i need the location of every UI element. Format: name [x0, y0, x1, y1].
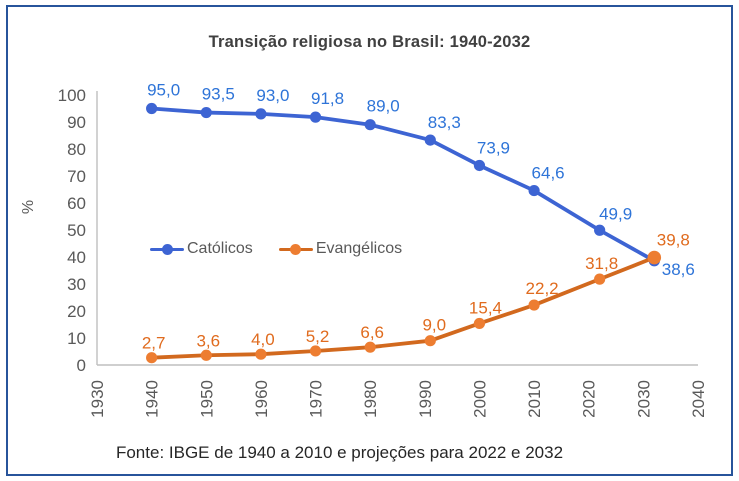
x-tick-label: 1990: [416, 380, 435, 418]
x-tick-label: 1950: [197, 380, 216, 418]
x-tick-label: 2040: [689, 380, 708, 418]
series-0-marker-1: [200, 106, 212, 119]
series-1-marker-1: [200, 349, 212, 361]
series-1-marker-6: [473, 317, 486, 330]
series-1-data-label-2: 4,0: [251, 330, 275, 349]
legend-item-catolicos: Católicos: [150, 240, 253, 258]
series-0-data-label-9: 38,6: [662, 260, 695, 279]
y-tick-label: 90: [67, 113, 86, 132]
series-0-marker-7: [528, 184, 540, 197]
series-0-marker-8: [594, 224, 606, 236]
y-tick-label: 80: [67, 140, 86, 159]
series-1-marker-7: [528, 299, 540, 311]
legend-item-evangelicos: Evangélicos: [278, 240, 403, 258]
series-1-data-label-1: 3,6: [196, 331, 220, 350]
series-0-data-label-0: 95,0: [147, 81, 180, 100]
legend-marker-catolicos-icon: [150, 243, 184, 255]
y-tick-label: 60: [67, 194, 86, 213]
series-0-marker-3: [309, 111, 322, 123]
y-tick-label: 30: [67, 275, 86, 294]
series-0-data-label-8: 49,9: [599, 204, 632, 223]
series-1-marker-2: [255, 348, 267, 360]
series-line-0: [149, 106, 657, 263]
series-line-1: [149, 255, 657, 360]
x-tick-label: 2010: [525, 380, 544, 418]
y-tick-label: 0: [77, 356, 86, 375]
y-tick-label: 50: [67, 221, 86, 240]
series-1-data-label-4: 6,6: [360, 323, 384, 342]
legend-label-evangelicos: Evangélicos: [315, 240, 403, 257]
series-1-marker-0: [146, 352, 158, 364]
y-tick-label: 100: [58, 86, 86, 105]
series-0-data-label-2: 93,0: [256, 86, 289, 105]
series-0-data-label-6: 73,9: [477, 138, 510, 157]
x-tick-label: 2020: [580, 380, 599, 418]
y-axis-title: %: [20, 199, 38, 215]
y-tick-label: 20: [67, 302, 86, 321]
legend-label-catolicos: Católicos: [187, 240, 253, 257]
series-1-marker-8: [594, 273, 606, 285]
series-1-marker-5: [424, 335, 436, 347]
series-0-marker-0: [146, 102, 158, 115]
x-tick-label: 1960: [252, 380, 271, 418]
x-tick-label: 1930: [88, 380, 107, 418]
series-1-marker-4: [364, 341, 376, 353]
series-1-data-label-9: 39,8: [657, 231, 690, 250]
x-tick-label: 1980: [361, 380, 380, 418]
series-1-data-label-0: 2,7: [142, 334, 166, 353]
x-tick-label: 1940: [143, 380, 162, 418]
series-0-data-label-5: 83,3: [428, 113, 461, 132]
x-tick-label: 2030: [634, 380, 653, 418]
series-0-data-label-1: 93,5: [202, 85, 235, 104]
series-0-marker-5: [424, 134, 436, 146]
series-1-marker-3: [309, 345, 322, 357]
y-tick-label: 70: [67, 167, 86, 186]
source-note: Fonte: IBGE de 1940 a 2010 e projeções p…: [115, 443, 564, 462]
series-0-data-label-7: 64,6: [532, 164, 565, 183]
y-tick-label: 40: [67, 248, 86, 267]
y-tick-label: 10: [67, 329, 86, 348]
legend-marker-evangelicos-icon: [278, 243, 313, 255]
series-0-marker-4: [364, 119, 376, 131]
series-1-marker-9: [647, 250, 662, 265]
chart-legend: Católicos Evangélicos: [150, 240, 402, 258]
series-1-data-label-7: 22,2: [526, 279, 559, 298]
series-1-data-label-3: 5,2: [306, 327, 330, 346]
series-0-marker-2: [255, 108, 267, 120]
series-1-data-label-5: 9,0: [422, 316, 446, 335]
series-0-data-label-4: 89,0: [367, 97, 400, 116]
series-0-data-label-3: 91,8: [311, 89, 344, 108]
series-1-data-label-6: 15,4: [469, 298, 502, 317]
series-1-data-label-8: 31,8: [585, 254, 618, 273]
chart-title: Transição religiosa no Brasil: 1940-2032: [208, 33, 531, 51]
series-0-marker-6: [473, 159, 486, 172]
x-tick-label: 2000: [470, 380, 489, 418]
x-tick-label: 1970: [307, 380, 326, 418]
